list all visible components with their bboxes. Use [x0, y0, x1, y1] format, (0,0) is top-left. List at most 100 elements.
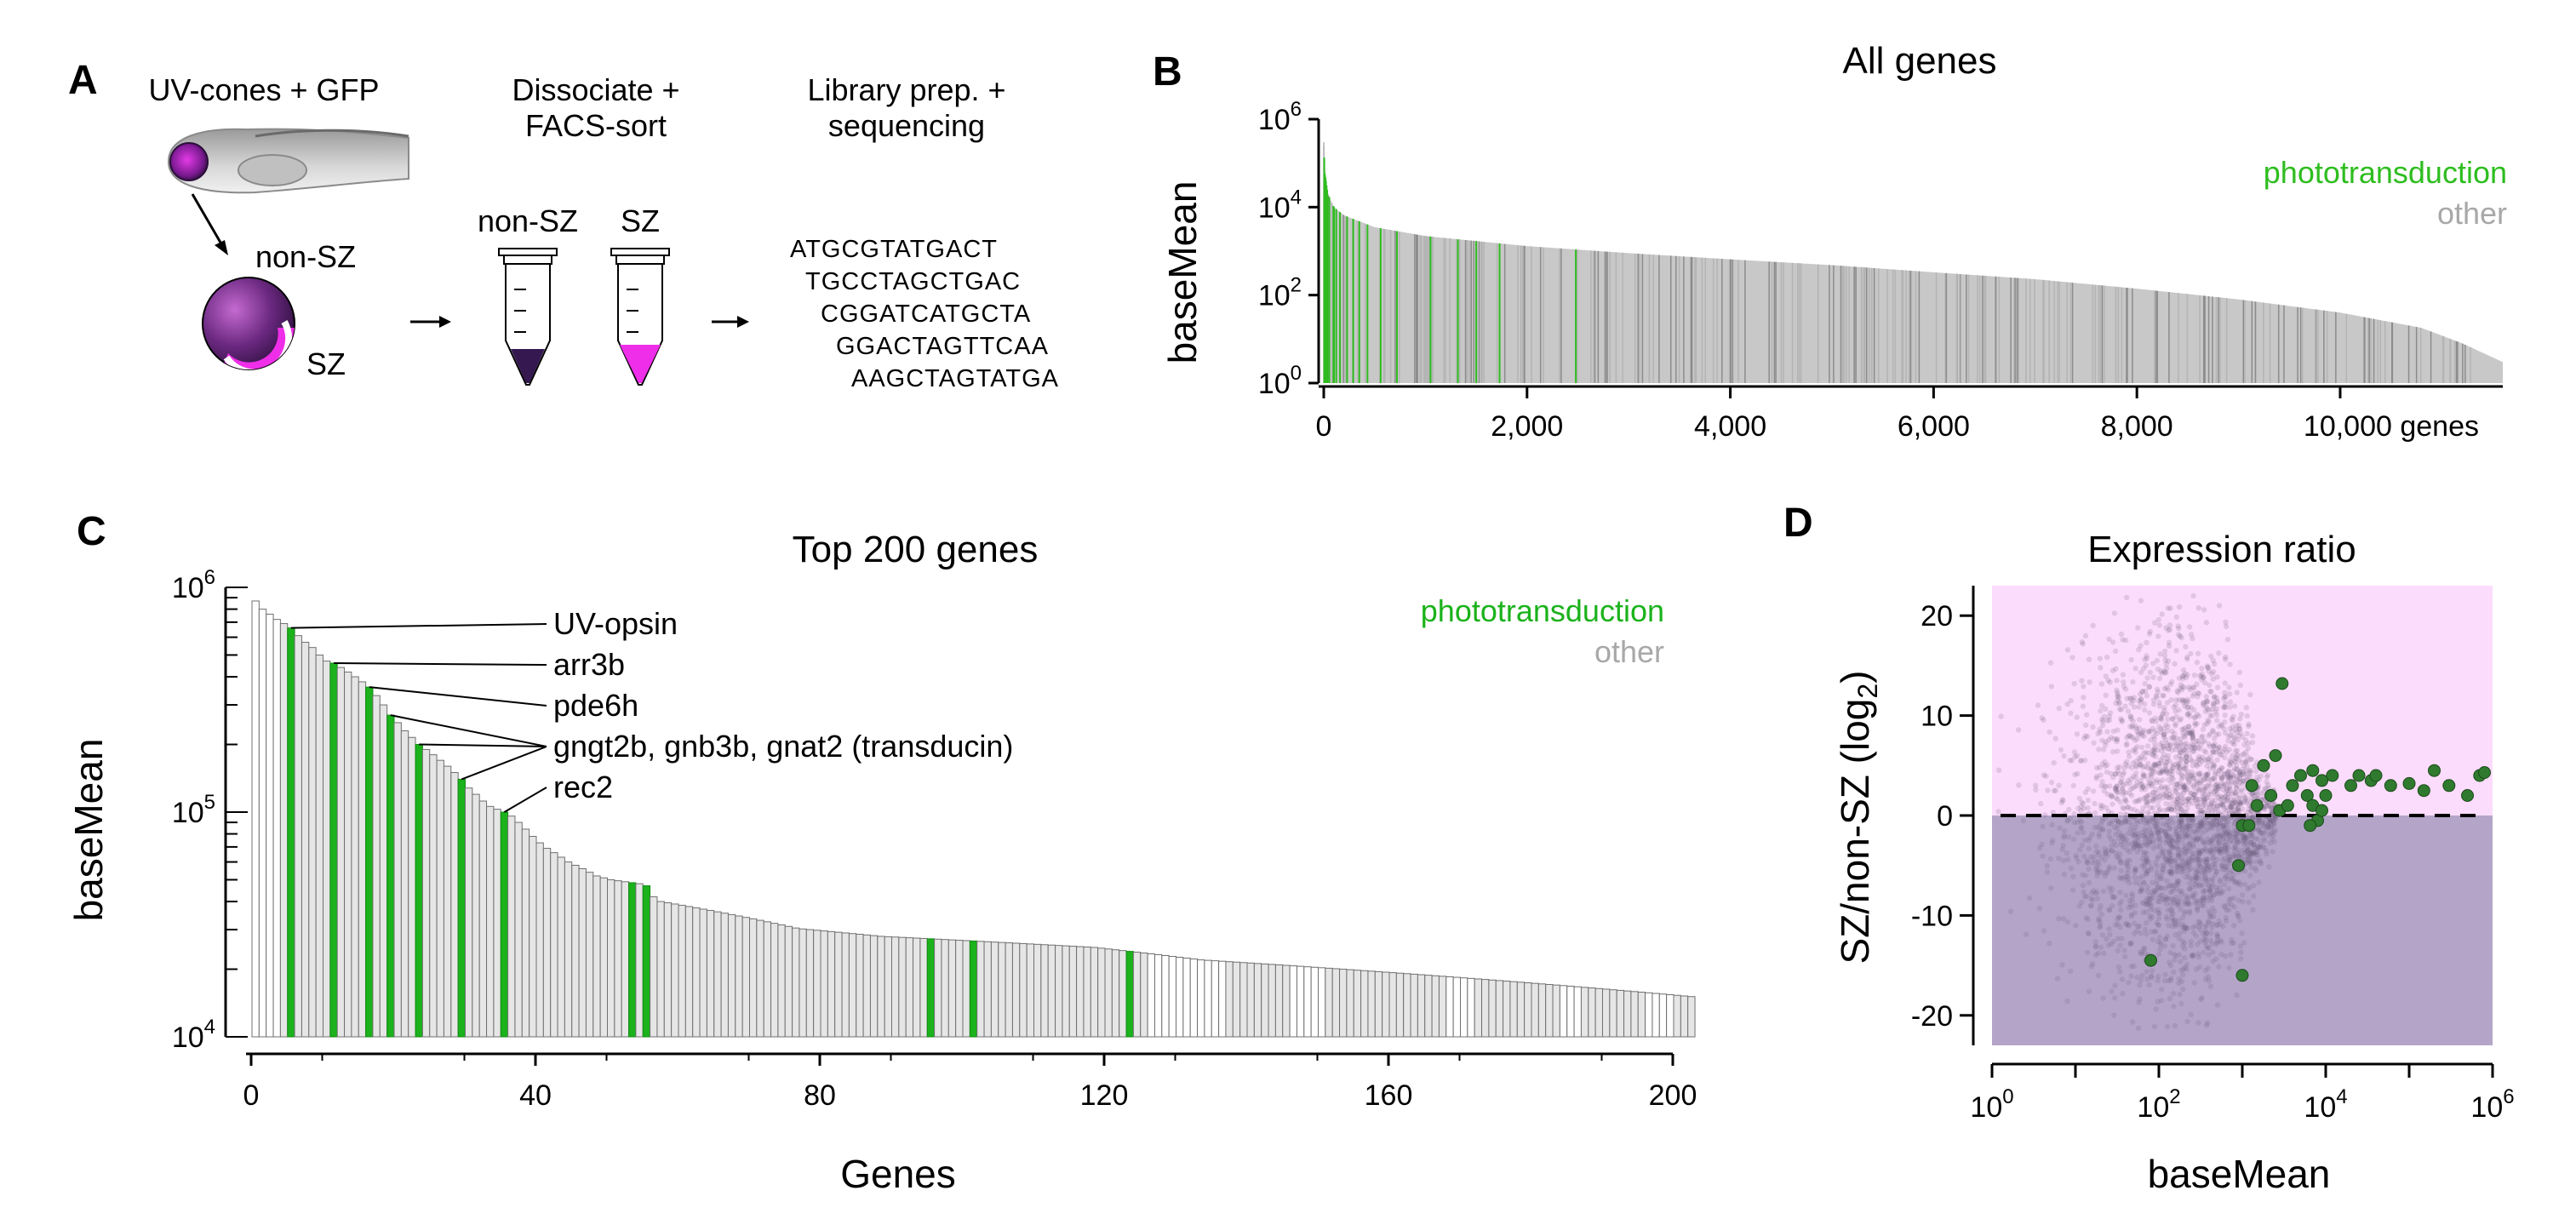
gene-point-other	[2212, 775, 2217, 780]
gene-point-other	[2147, 684, 2152, 690]
gene-bar-other	[1489, 980, 1496, 1037]
gene-bar-other	[494, 810, 501, 1037]
gene-point-other	[2203, 856, 2208, 861]
gene-point-other	[2232, 879, 2237, 884]
gene-point-other	[2236, 809, 2241, 814]
gene-point-other	[2086, 798, 2091, 803]
gene-point-other	[2212, 695, 2217, 700]
gene-bar-other	[1510, 981, 1517, 1037]
gene-point-other	[2169, 807, 2174, 812]
gene-point-other	[2208, 930, 2213, 936]
gene-point-other	[2045, 787, 2050, 793]
gene-point-other	[2150, 937, 2155, 942]
gene-bar-other	[814, 930, 821, 1037]
gene-point-other	[2075, 731, 2080, 736]
gene-point-other	[2253, 764, 2258, 769]
gene-point-other	[2160, 611, 2165, 616]
gene-point-other	[2016, 782, 2021, 787]
gene-point-other	[2187, 624, 2192, 629]
gene-point-other	[2121, 679, 2126, 684]
gene-point-other	[2226, 907, 2231, 913]
gene-point-other	[2201, 788, 2206, 793]
panel-c-y-tick-label: 105	[172, 791, 215, 829]
gene-point-other	[2170, 717, 2175, 722]
gene-point-other	[2122, 954, 2127, 959]
gene-point-phototransduction	[2418, 785, 2430, 797]
gene-point-other	[2190, 694, 2195, 699]
gene-bar-other	[1439, 976, 1445, 1037]
panel-c-y-tick-label-exponent: 6	[204, 566, 215, 589]
panel-d-y-tick-label: 0	[1937, 800, 1953, 833]
nonsz-label: non-SZ	[255, 239, 356, 274]
gene-point-other	[2162, 649, 2167, 654]
gene-point-other	[2220, 924, 2225, 929]
gene-point-other	[2027, 896, 2032, 901]
gene-point-other	[2234, 993, 2239, 998]
gene-point-other	[2099, 855, 2104, 860]
gene-point-other	[2173, 781, 2178, 787]
gene-point-other	[2176, 902, 2181, 907]
gene-point-other	[2231, 734, 2236, 739]
gene-bar-other	[1432, 976, 1439, 1037]
gene-point-other	[2099, 703, 2104, 708]
retina-diagram	[203, 278, 295, 379]
gene-point-other	[2197, 884, 2202, 889]
gene-point-other	[2223, 680, 2228, 685]
gene-point-other	[2219, 775, 2224, 780]
gene-point-other	[2115, 921, 2121, 926]
panel-b-y-axis-label: baseMean	[1160, 181, 1205, 364]
gene-point-other	[2216, 731, 2221, 736]
gene-point-other	[2170, 838, 2175, 844]
gene-point-other	[2098, 655, 2103, 661]
gene-point-other	[2218, 891, 2224, 896]
gene-point-other	[2033, 783, 2038, 788]
gene-point-other	[2135, 625, 2140, 630]
gene-bar-other	[1638, 993, 1645, 1037]
gene-point-other	[2110, 639, 2115, 644]
gene-point-other	[2157, 899, 2162, 904]
gene-point-other	[2196, 954, 2201, 959]
gene-point-other	[2150, 816, 2155, 821]
gene-point-other	[2144, 871, 2149, 876]
panel-b-label: B	[1153, 49, 1182, 94]
gene-point-other	[2198, 821, 2203, 826]
gene-point-other	[2104, 673, 2109, 678]
arrow-down-icon	[192, 194, 228, 255]
gene-point-other	[2163, 737, 2168, 742]
gene-point-other	[2035, 702, 2041, 707]
gene-bar-other	[963, 941, 970, 1037]
gene-point-other	[2124, 741, 2129, 746]
gene-point-phototransduction	[2320, 790, 2332, 802]
gene-point-other	[2155, 761, 2161, 766]
gene-point-other	[2186, 796, 2191, 801]
gene-point-other	[2121, 672, 2126, 677]
gene-point-other	[2155, 690, 2161, 695]
gene-point-other	[2169, 729, 2174, 734]
gene-point-other	[2235, 778, 2240, 783]
gene-point-other	[2144, 889, 2150, 894]
gene-point-other	[2128, 657, 2133, 662]
gene-point-other	[2173, 702, 2178, 707]
gene-point-other	[2201, 839, 2206, 844]
gene-bar-other	[316, 655, 323, 1037]
gene-point-other	[2083, 723, 2088, 728]
gene-point-other	[2155, 999, 2161, 1004]
gene-point-other	[2107, 828, 2112, 833]
gene-bar-phototransduction	[458, 779, 465, 1037]
gene-point-other	[2205, 721, 2210, 726]
gene-point-other	[2157, 676, 2162, 681]
gene-point-other	[2136, 704, 2141, 709]
gene-point-other	[2235, 690, 2240, 695]
gene-bar-other	[1375, 971, 1382, 1037]
panel-d-x-tick-label: 102	[2137, 1085, 2180, 1124]
gene-point-other	[2179, 772, 2184, 777]
gene-point-other	[2205, 784, 2210, 789]
gene-point-other	[2110, 749, 2115, 754]
gene-bar-other	[1617, 990, 1623, 1037]
gene-point-other	[2177, 604, 2182, 610]
gene-point-other	[2157, 844, 2162, 850]
gene-point-other	[2209, 941, 2214, 947]
gene-point-other	[1996, 768, 2001, 773]
gene-point-other	[2223, 657, 2228, 662]
gene-bar-other	[1496, 981, 1503, 1037]
